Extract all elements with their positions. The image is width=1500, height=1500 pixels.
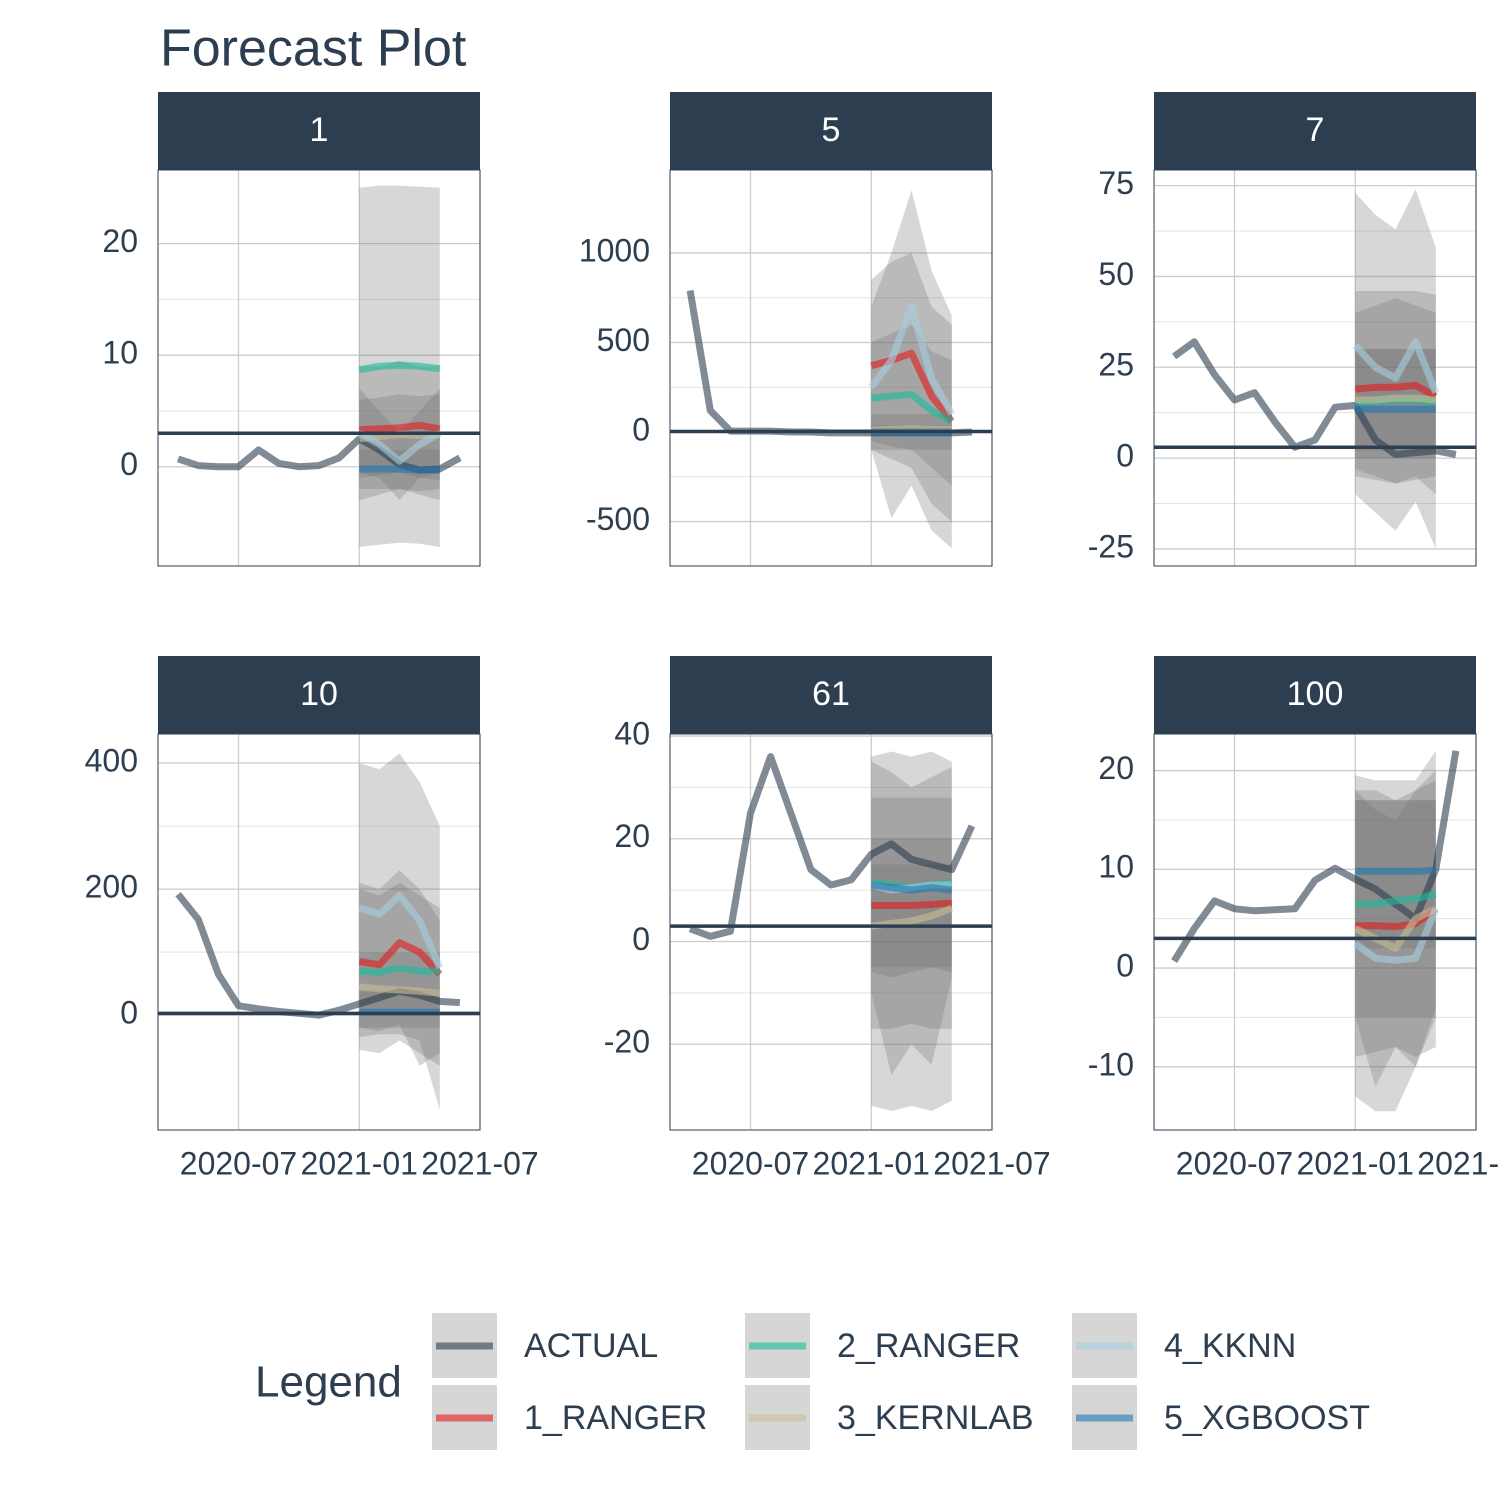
chart-title: Forecast Plot bbox=[160, 20, 467, 78]
y-tick-label: 0 bbox=[120, 446, 138, 482]
x-tick-label: 2020-07 bbox=[1176, 1145, 1293, 1181]
strip bbox=[158, 656, 480, 734]
y-tick-label: 50 bbox=[1098, 256, 1134, 292]
legend-label: 3_KERNLAB bbox=[837, 1399, 1034, 1437]
x-tick-label: 2021-07 bbox=[1417, 1145, 1500, 1181]
confidence-band bbox=[1355, 349, 1436, 459]
y-tick-label: 0 bbox=[632, 411, 650, 447]
x-tick-label: 2021-01 bbox=[301, 1145, 418, 1181]
series-line bbox=[1352, 338, 1440, 394]
panel-border bbox=[1153, 733, 1477, 1131]
y-tick-label: 20 bbox=[1098, 750, 1134, 786]
legend-label: ACTUAL bbox=[524, 1327, 658, 1365]
y-tick-label: 10 bbox=[102, 335, 138, 371]
series-line bbox=[868, 303, 955, 416]
confidence-band bbox=[1355, 780, 1436, 1057]
y-tick-label: 40 bbox=[614, 716, 650, 752]
legend-label: 2_RANGER bbox=[837, 1327, 1020, 1365]
series-line bbox=[358, 939, 443, 977]
series-line bbox=[870, 390, 954, 425]
confidence-band bbox=[871, 252, 952, 522]
x-tick-label: 2021-01 bbox=[813, 1145, 930, 1181]
series-line bbox=[1172, 338, 1457, 458]
series-line bbox=[359, 465, 440, 474]
y-tick-label: 1000 bbox=[579, 232, 650, 268]
x-tick-label: 2021-01 bbox=[1297, 1145, 1414, 1181]
y-tick-label: -10 bbox=[1088, 1046, 1134, 1082]
series-line bbox=[359, 964, 440, 976]
strip bbox=[1154, 656, 1476, 734]
series-line bbox=[1355, 866, 1436, 875]
series-line bbox=[1171, 750, 1460, 963]
y-tick-label: -25 bbox=[1088, 528, 1134, 564]
series-line bbox=[1354, 381, 1438, 400]
y-tick-label: 0 bbox=[632, 921, 650, 957]
strip bbox=[1154, 92, 1476, 170]
strip-label: 61 bbox=[812, 675, 850, 713]
series-line bbox=[1353, 907, 1440, 964]
confidence-band bbox=[871, 190, 952, 549]
strip-label: 100 bbox=[1287, 675, 1344, 713]
x-tick-label: 2021-07 bbox=[421, 1145, 538, 1181]
legend-label: 4_KKNN bbox=[1164, 1327, 1296, 1365]
x-tick-label: 2021-07 bbox=[933, 1145, 1050, 1181]
series-line bbox=[1355, 890, 1437, 908]
series-line bbox=[359, 421, 441, 434]
y-tick-label: 400 bbox=[85, 742, 138, 778]
series-line bbox=[1355, 394, 1437, 404]
series-line bbox=[870, 881, 953, 894]
y-tick-label: 25 bbox=[1098, 347, 1134, 383]
strip-label: 10 bbox=[300, 675, 338, 713]
legend-title: Legend bbox=[255, 1358, 402, 1407]
series-line bbox=[870, 349, 955, 424]
confidence-band bbox=[871, 797, 952, 1029]
legend-label: 5_XGBOOST bbox=[1164, 1399, 1370, 1437]
y-tick-label: 20 bbox=[102, 223, 138, 259]
confidence-band bbox=[1355, 800, 1436, 1018]
series-line bbox=[358, 983, 441, 997]
series-line bbox=[1353, 905, 1438, 952]
confidence-band bbox=[1355, 189, 1436, 549]
strip bbox=[158, 92, 480, 170]
y-tick-label: 0 bbox=[120, 995, 138, 1031]
y-tick-label: -20 bbox=[604, 1024, 650, 1060]
y-tick-label: -500 bbox=[586, 501, 650, 537]
strip-label: 1 bbox=[310, 111, 329, 149]
strip-label: 5 bbox=[822, 111, 841, 149]
y-tick-label: 75 bbox=[1098, 165, 1134, 201]
confidence-band bbox=[1355, 750, 1436, 1112]
y-tick-label: 0 bbox=[1116, 947, 1134, 983]
y-tick-label: 200 bbox=[85, 869, 138, 905]
y-tick-label: 10 bbox=[1098, 849, 1134, 885]
series-line bbox=[358, 361, 441, 374]
y-tick-label: 500 bbox=[597, 322, 650, 358]
series-line bbox=[357, 430, 442, 465]
panel-border bbox=[669, 733, 993, 1131]
strip-label: 7 bbox=[1306, 111, 1325, 149]
y-tick-label: 0 bbox=[1116, 438, 1134, 474]
panel-border bbox=[157, 169, 481, 567]
legend-label: 1_RANGER bbox=[524, 1399, 707, 1437]
panel-border bbox=[669, 169, 993, 567]
confidence-band bbox=[359, 753, 440, 1110]
x-tick-label: 2020-07 bbox=[692, 1145, 809, 1181]
series-line bbox=[688, 753, 976, 940]
strip bbox=[670, 656, 992, 734]
x-tick-label: 2020-07 bbox=[180, 1145, 297, 1181]
panel-border bbox=[157, 733, 481, 1131]
strip bbox=[670, 92, 992, 170]
panel-border bbox=[1153, 169, 1477, 567]
series-line bbox=[358, 891, 444, 970]
y-tick-label: 20 bbox=[614, 818, 650, 854]
series-line bbox=[871, 899, 953, 909]
